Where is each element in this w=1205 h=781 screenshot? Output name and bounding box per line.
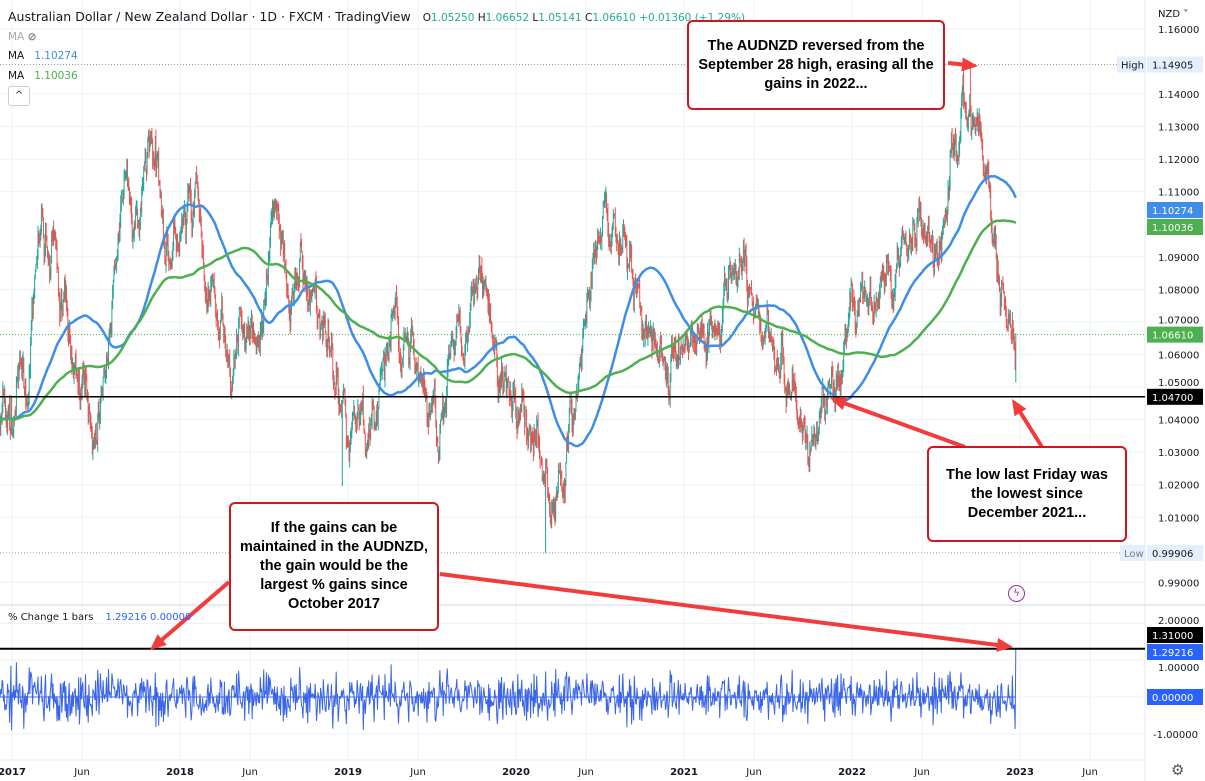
support-price-label-bg [1147,388,1203,405]
annotation-gain: If the gains can be maintained in the AU… [229,502,439,631]
price-tick-label: 1.04000 [1158,416,1199,427]
pct-last-label-bg [1147,644,1203,660]
chart-header: Australian Dollar / New Zealand Dollar ·… [8,9,745,24]
price-tick-label: 1.06000 [1158,350,1199,361]
price-tick-label: 1.03000 [1158,448,1199,459]
low-tag: Low [1124,549,1144,560]
price-tick-label: 1.14000 [1158,90,1199,101]
arrow-to-friday-low-head [1012,399,1027,417]
arrow-to-dec-low-head [830,396,848,411]
low-price-label: 0.99906 [1152,549,1193,560]
ma-fast-price-label-bg [1147,202,1203,218]
price-tick-label: 1.16000 [1158,25,1199,36]
ma-slow-price-label: 1.10036 [1152,223,1193,234]
pct-tick-label: -1.00000 [1153,730,1198,741]
pct-change-legend[interactable]: % Change 1 bars 1.29216 0.00000 [8,612,192,623]
annotation-high: The AUDNZD reversed from the September 2… [687,20,945,110]
symbol-title[interactable]: Australian Dollar / New Zealand Dollar ·… [8,9,411,24]
price-tick-label: 0.99000 [1158,578,1199,589]
arrow-to-last-bar [439,572,1001,648]
high-price-label: 1.14905 [1152,61,1193,72]
ohlc-readout: O1.05250 H1.06652 L1.05141 C1.06610 +0.0… [422,12,746,24]
candles-down [0,64,1016,528]
arrow-to-oct-2017 [158,580,231,644]
last-price-label-bg [1147,326,1203,343]
arrow-to-high-head [961,57,978,72]
ma-legend-slow[interactable]: MA 1.10036 [8,70,78,82]
ma-fast-line [0,174,1017,448]
price-tick-label: 1.05000 [1158,378,1199,389]
time-tick-label: Jun [745,767,762,778]
price-tick-label: 1.01000 [1158,513,1199,524]
pct-zero-label-bg [1147,689,1203,705]
price-tick-label: 1.07000 [1158,316,1199,327]
ma-slow-price-label-bg [1147,219,1203,235]
time-tick-label: 2022 [838,767,866,778]
threshold-label-bg [1147,627,1203,643]
price-tick-label: 1.11000 [1158,188,1199,199]
chevron-up-icon: ^ [14,90,24,101]
support-price-label: 1.04700 [1152,393,1193,404]
arrow-to-friday-low [1017,408,1044,449]
ma-fast-price-label: 1.10274 [1152,206,1193,217]
time-tick-label: 2018 [166,767,194,778]
ma-legend-fast[interactable]: MA 1.10274 [8,50,78,62]
time-tick-label: 2021 [670,767,698,778]
arrow-to-dec-low [841,400,966,449]
arrow-to-last-bar-head [996,638,1013,652]
time-tick-label: Jun [241,767,258,778]
pct-change-line [0,649,1017,731]
threshold-label: 1.31000 [1152,631,1193,642]
annotation-low: The low last Friday was the lowest since… [927,446,1127,542]
price-tick-label: 1.02000 [1158,481,1199,492]
pct-tick-label: 1.00000 [1158,663,1199,674]
price-tick-label: 1.13000 [1158,123,1199,134]
gear-icon[interactable]: ⚙ [1171,761,1185,779]
arrow-to-oct-2017-head [150,634,167,650]
currency-dropdown[interactable]: NZD ˅ [1158,9,1189,20]
time-tick-label: 2017 [0,767,26,778]
time-tick-label: 2019 [334,767,362,778]
time-tick-label: 2023 [1006,767,1034,778]
chevron-down-icon: ˅ [1183,9,1189,20]
time-tick-label: Jun [1081,767,1098,778]
price-tick-label: 1.09000 [1158,253,1199,264]
candles-up [0,74,1017,553]
time-tick-label: Jun [73,767,90,778]
low-price-label-bg [1147,544,1203,561]
pct-tick-label: 2.00000 [1158,616,1199,627]
collapse-legend-button[interactable]: ^ [8,86,30,106]
time-tick-label: Jun [577,767,594,778]
pct-last-label: 1.29216 [1152,648,1193,659]
high-tag: High [1121,61,1144,72]
eye-off-icon[interactable]: ⊘ [27,31,37,43]
ma-slow-line [0,219,1017,421]
price-tick-label: 1.08000 [1158,285,1199,296]
pct-zero-label: 0.00000 [1152,693,1193,704]
price-tick-label: 1.12000 [1158,155,1199,166]
time-tick-label: Jun [409,767,426,778]
lightning-icon[interactable]: ϟ [1008,585,1025,602]
ma-legend-hidden[interactable]: MA ⊘ [8,31,37,43]
last-price-label: 1.06610 [1152,331,1193,342]
time-tick-label: Jun [913,767,930,778]
high-price-label-bg [1147,56,1203,73]
time-tick-label: 2020 [502,767,530,778]
